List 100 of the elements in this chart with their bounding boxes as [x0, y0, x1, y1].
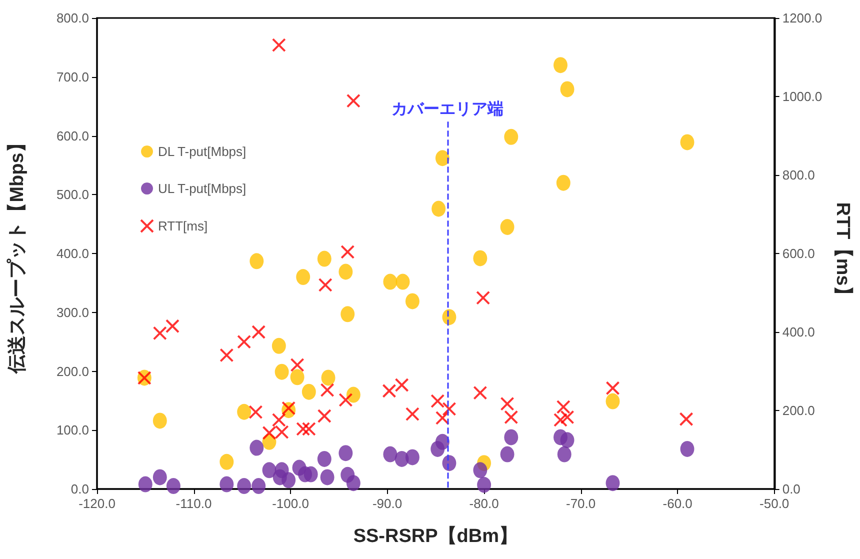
point	[680, 440, 694, 457]
point	[557, 446, 572, 462]
point	[606, 381, 620, 396]
point	[500, 396, 514, 411]
point	[165, 319, 180, 334]
y-tick-label: 600.0	[56, 128, 89, 144]
point	[346, 475, 360, 492]
point	[318, 278, 332, 292]
legend-label: DL T-put[Mbps]	[158, 144, 246, 159]
point	[304, 466, 318, 482]
point	[317, 250, 332, 267]
point	[340, 244, 355, 259]
point	[382, 384, 396, 398]
point	[290, 369, 304, 386]
y2-tick-label: 600.0	[782, 246, 815, 261]
ref-line-label: カバーエリア端	[391, 100, 504, 118]
y-tick-label: 500.0	[56, 187, 89, 202]
x-axis-title: SS-RSRP【dBm】	[353, 525, 518, 547]
point	[252, 478, 266, 494]
x-tick-label: -60.0	[662, 496, 692, 511]
y-tick-label: 0.0	[70, 482, 89, 496]
point	[504, 410, 518, 424]
y-tick-label: 400.0	[56, 246, 89, 261]
point	[430, 394, 445, 408]
y-axis-title: 伝送スループット【Mbps】	[6, 134, 28, 374]
y-tick-label: 100.0	[56, 422, 89, 438]
point	[320, 383, 334, 398]
point	[248, 405, 263, 420]
point	[405, 449, 420, 466]
point	[220, 348, 234, 362]
point	[262, 462, 276, 478]
point	[262, 426, 276, 440]
point	[504, 128, 518, 145]
y2-tick-label: 1200.0	[782, 10, 822, 26]
legend-label: RTT[ms]	[158, 218, 208, 234]
point	[432, 200, 446, 217]
point	[302, 422, 316, 436]
y-tick-label: 700.0	[56, 69, 89, 84]
y-tick-label: 200.0	[56, 364, 89, 379]
point	[338, 392, 353, 407]
point	[282, 472, 296, 488]
y2-tick-label: 0.0	[782, 482, 800, 496]
point	[679, 412, 694, 426]
x-tick-label: -120.0	[78, 496, 116, 511]
point	[396, 274, 410, 290]
y2-axis-title: RTT【ms】	[832, 202, 854, 305]
point	[477, 476, 492, 493]
point	[272, 338, 286, 354]
point	[152, 469, 167, 486]
point	[435, 434, 450, 450]
point	[317, 450, 332, 467]
point	[394, 378, 409, 392]
point	[138, 476, 152, 492]
point	[320, 469, 334, 486]
point	[290, 358, 304, 372]
point	[338, 264, 353, 280]
point	[442, 402, 456, 416]
y2-tick-label: 400.0	[782, 324, 815, 340]
legend-label: UL T-put[Mbps]	[158, 181, 246, 196]
point	[476, 290, 490, 305]
point	[250, 440, 264, 456]
point	[473, 386, 488, 400]
point	[560, 410, 574, 424]
point	[274, 364, 289, 380]
point	[237, 478, 252, 494]
point	[346, 386, 360, 403]
point	[560, 432, 574, 448]
point	[338, 445, 353, 462]
point	[296, 269, 310, 286]
x-tick-label: -110.0	[176, 496, 212, 511]
point	[152, 326, 167, 340]
point	[405, 407, 420, 422]
point	[560, 81, 574, 98]
point	[435, 150, 450, 166]
point	[500, 446, 514, 462]
point	[383, 446, 398, 462]
x-tick-label: -90.0	[372, 496, 402, 511]
point	[252, 325, 266, 339]
y-tick-label: 800.0	[56, 10, 89, 26]
point	[317, 408, 332, 423]
x-tick-label: -100.0	[272, 496, 309, 511]
point	[237, 404, 252, 420]
point	[220, 454, 234, 470]
point	[340, 306, 355, 322]
point	[473, 250, 488, 266]
y-tick-label: 300.0	[56, 304, 89, 320]
point	[321, 370, 336, 386]
x-tick-label: -50.0	[760, 496, 790, 511]
y2-tick-label: 200.0	[782, 403, 815, 418]
point	[554, 57, 568, 74]
x-tick-label: -80.0	[469, 496, 499, 511]
point	[282, 401, 296, 416]
x-tick-label: -70.0	[566, 496, 596, 511]
point	[296, 422, 310, 436]
point	[237, 334, 252, 349]
point	[556, 174, 570, 191]
point	[473, 462, 488, 478]
point	[250, 253, 264, 270]
point	[504, 429, 518, 446]
point	[680, 134, 694, 150]
